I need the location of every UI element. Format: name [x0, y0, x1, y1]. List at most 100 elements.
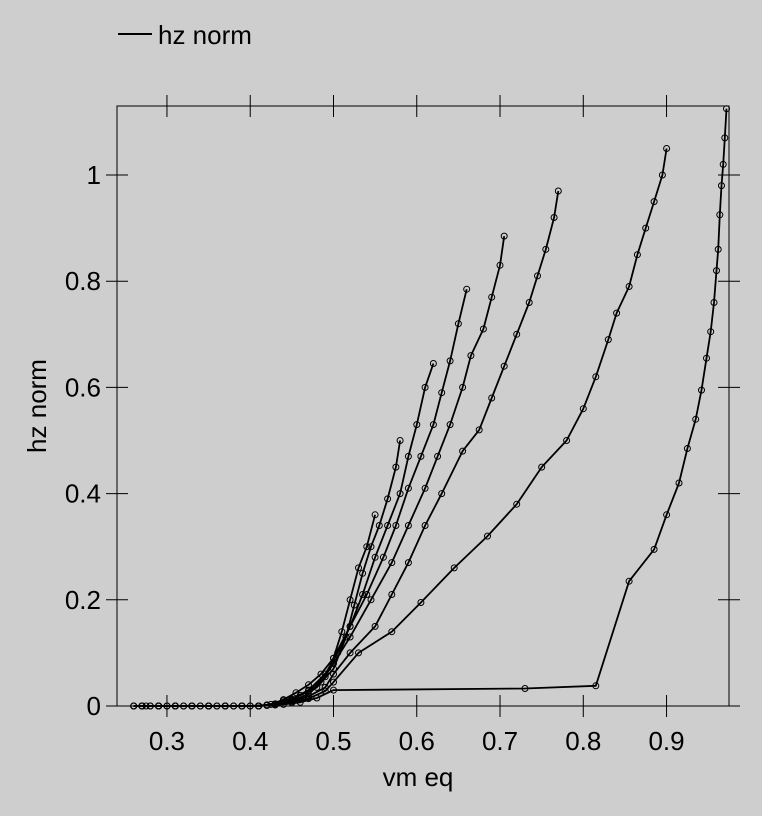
data-point — [363, 591, 371, 598]
data-point — [707, 328, 715, 336]
data-point — [713, 267, 720, 275]
data-point — [633, 251, 641, 259]
data-point — [500, 232, 508, 240]
data-point — [463, 285, 471, 293]
data-point — [350, 601, 358, 609]
data-point — [421, 484, 429, 492]
data-point — [371, 553, 379, 561]
data-point — [542, 245, 550, 253]
data-point — [346, 649, 354, 657]
data-point — [718, 182, 725, 190]
data-point — [592, 373, 600, 381]
data-point — [146, 702, 154, 710]
x-tick-label: 0.6 — [399, 726, 435, 756]
data-point — [513, 330, 521, 338]
data-point — [330, 670, 337, 678]
data-point — [714, 245, 722, 253]
data-point — [392, 522, 400, 529]
data-point — [488, 394, 496, 402]
data-point — [346, 622, 354, 630]
data-point — [330, 686, 337, 694]
y-tick-label: 0.6 — [65, 372, 101, 402]
data-point — [421, 522, 429, 529]
x-tick-label: 0.5 — [315, 726, 351, 756]
data-point — [554, 187, 562, 195]
x-tick-label: 0.3 — [149, 726, 185, 756]
data-point — [692, 415, 700, 423]
data-point — [429, 360, 437, 367]
data-point — [663, 145, 671, 152]
data-point — [459, 383, 467, 391]
data-point — [384, 522, 392, 529]
data-point — [375, 522, 383, 529]
data-point — [338, 628, 346, 636]
data-point — [446, 357, 454, 365]
data-point — [454, 320, 462, 328]
data-point — [534, 272, 541, 280]
data-point — [355, 564, 362, 572]
data-point — [404, 559, 412, 567]
legend: hz norm — [118, 20, 252, 50]
data-point — [703, 354, 710, 362]
data-point — [525, 299, 533, 306]
y-tick-label: 0.8 — [65, 266, 101, 296]
data-point — [479, 325, 487, 333]
data-point — [721, 134, 729, 142]
y-axis-title: hz norm — [22, 359, 52, 453]
data-point — [263, 702, 271, 709]
data-point — [467, 352, 475, 360]
data-point — [538, 463, 546, 471]
data-point — [163, 702, 171, 710]
data-point — [550, 214, 558, 221]
data-point — [488, 293, 496, 301]
data-point — [388, 591, 396, 598]
data-point — [367, 543, 375, 551]
data-point — [196, 702, 204, 710]
data-point — [613, 309, 621, 317]
data-point — [392, 463, 400, 471]
data-point — [625, 577, 633, 585]
data-point — [434, 452, 442, 460]
data-point — [371, 622, 379, 630]
data-point — [404, 452, 412, 460]
data-point — [579, 405, 587, 413]
data-point — [421, 383, 429, 391]
data-point — [379, 553, 387, 561]
data-point — [321, 673, 329, 681]
data-point — [388, 559, 396, 567]
plot-frame — [116, 105, 730, 707]
data-point — [592, 682, 600, 690]
data-point — [246, 702, 254, 710]
axis-ticks: 0.3 0.4 0.5 0.6 0.7 0.8 0.9 0 0.2 0.4 0.6 0.8 1 — [65, 95, 740, 756]
data-point — [521, 685, 529, 692]
data-point — [675, 479, 683, 487]
data-point — [716, 211, 724, 219]
data-point — [642, 224, 650, 232]
x-tick-label: 0.7 — [482, 726, 518, 756]
data-point — [317, 678, 325, 686]
data-point — [625, 283, 633, 290]
data-point — [710, 299, 718, 306]
data-point — [384, 495, 392, 503]
data-point — [500, 362, 508, 370]
data-point — [438, 389, 446, 397]
x-tick-label: 0.4 — [232, 726, 268, 756]
y-tick-label: 0.4 — [65, 479, 101, 509]
y-tick-label: 0 — [87, 691, 101, 721]
data-point — [371, 511, 379, 519]
data-point — [496, 261, 504, 269]
data-point — [359, 569, 367, 577]
data-point — [429, 421, 437, 429]
data-point — [475, 426, 483, 434]
data-point — [355, 649, 362, 657]
y-tick-label: 1 — [87, 160, 101, 190]
data-point — [683, 445, 691, 452]
data-point — [446, 421, 454, 429]
data-point — [413, 421, 421, 429]
data-point — [450, 564, 458, 572]
data-point — [417, 452, 425, 460]
x-tick-label: 0.9 — [648, 726, 684, 756]
data-point — [459, 447, 467, 455]
